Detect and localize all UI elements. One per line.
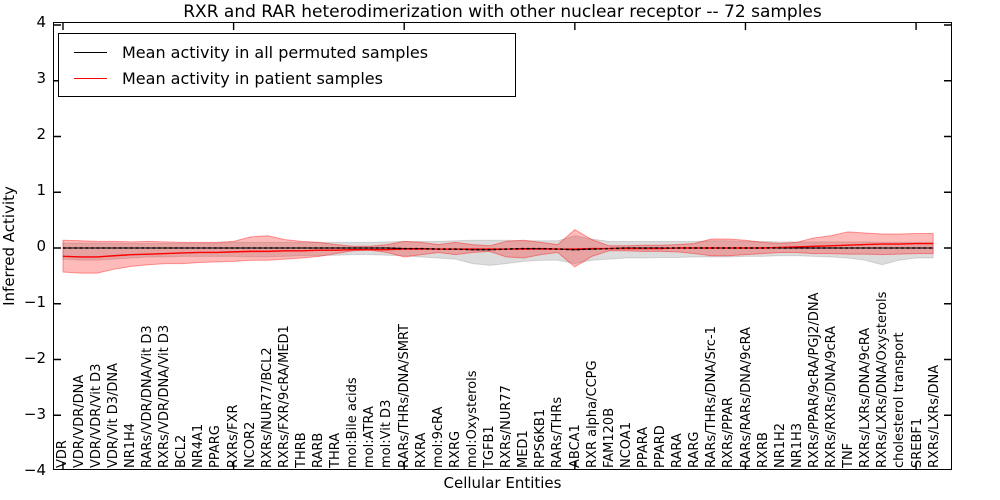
y-tick-label: 0 [36, 237, 46, 255]
y-tick-label: −4 [23, 461, 46, 479]
x-category-label: RXRs/FXR/9cRA/MED1 [276, 325, 292, 468]
x-category-label: mol:Bile acids [345, 377, 361, 468]
x-category-label: RXRs/LXRs/DNA/Oxysterols [875, 291, 891, 468]
x-category-label: cholesterol transport [892, 332, 908, 468]
x-category-label: THRA [328, 432, 344, 468]
y-tick-label: 2 [36, 125, 46, 143]
x-axis-title: Cellular Entities [443, 474, 562, 492]
x-category-label: FAM120B [601, 407, 617, 468]
y-tick-label: 4 [36, 13, 46, 31]
x-category-label: RARs/THRs/DNA/Src-1 [704, 326, 720, 468]
x-category-label: PPARG [208, 425, 224, 468]
x-category-label: PPARD [653, 425, 668, 468]
x-category-label: RXRs/LXRs/DNA/9cRA [858, 327, 874, 468]
x-category-label: mol:Oxysterols [464, 370, 480, 469]
legend-label-permuted: Mean activity in all permuted samples [122, 42, 429, 62]
x-category-label: SREBF1 [909, 417, 925, 468]
permuted-line-swatch [74, 51, 107, 53]
patient-line-swatch [74, 77, 107, 79]
x-category-label: NR4A1 [191, 423, 207, 468]
x-category-label: RXRs/PPAR/9cRA/PGJ2/DNA [806, 292, 822, 469]
chart-title: RXR and RAR heterodimerization with othe… [183, 2, 822, 22]
x-category-label: mol:ATRA [362, 406, 378, 468]
x-category-label: RARG [687, 431, 703, 468]
x-category-label: PPARA [635, 426, 651, 468]
x-category-label: RARA [670, 433, 686, 468]
x-category-label: NCOR2 [242, 421, 258, 468]
legend-item-permuted: Mean activity in all permuted samples [59, 43, 515, 62]
x-category-label: RXRs/PPAR [721, 397, 737, 468]
legend-label-patient: Mean activity in patient samples [122, 68, 383, 88]
legend-item-patient: Mean activity in patient samples [59, 69, 515, 88]
x-category-label: RARs/THRs [550, 396, 566, 468]
x-category-label: MED1 [516, 430, 532, 468]
y-tick-label: 3 [36, 69, 46, 87]
chart-canvas [54, 23, 951, 469]
legend: Mean activity in all permuted samples Me… [58, 33, 516, 97]
x-category-label: RXRs/NUR77 [499, 385, 515, 468]
x-category-label: NR1H3 [789, 422, 805, 468]
x-category-label: NCOA1 [618, 422, 634, 468]
x-category-label: TNF [841, 442, 857, 468]
x-category-label: RPS6KB1 [533, 408, 549, 468]
x-category-label: RXRs/LXRs/DNA [926, 364, 942, 468]
x-category-label: RARs/THRs/DNA/SMRT [396, 324, 412, 468]
x-category-label: RXR alpha/CCPG [584, 360, 600, 468]
x-category-label: RXRs/VDR/DNA/Vit D3 [157, 324, 173, 468]
x-category-label: VDR/Vit D3/DNA [105, 362, 121, 468]
x-category-label: VDR/VDR/DNA [71, 374, 87, 468]
x-category-label: NR1H4 [122, 422, 138, 468]
x-category-label: RARs/RARs/DNA/9cRA [738, 327, 754, 468]
x-category-label: VDR/VDR/Vit D3 [88, 363, 104, 468]
axis-ticks [54, 23, 951, 469]
x-category-label: TGFB1 [482, 425, 497, 468]
y-tick-label: −1 [23, 293, 46, 311]
x-category-label: RARs/VDR/DNA/Vit D3 [140, 325, 155, 468]
permuted-band [62, 235, 934, 266]
x-category-label: RXRs/FXR [225, 404, 241, 468]
x-category-label: mol:Vit D3 [379, 399, 395, 468]
y-tick-label: −3 [23, 405, 46, 423]
x-category-label: NR1H2 [772, 422, 788, 468]
y-tick-label: 1 [36, 181, 46, 199]
patient-band [62, 228, 934, 274]
x-category-label: RXRB [755, 432, 771, 468]
x-category-label: VDR [54, 440, 70, 468]
x-category-label: RXRG [447, 430, 463, 468]
y-tick-label: −2 [23, 349, 46, 367]
x-category-label: THRB [293, 432, 309, 468]
x-category-label: RARB [311, 432, 326, 468]
x-category-label: RXRs/NUR77/BCL2 [259, 347, 275, 468]
patient-mean-line [62, 242, 934, 258]
x-category-label: BCL2 [174, 434, 190, 468]
x-category-label: mol:9cRA [430, 406, 446, 468]
x-category-label: ABCA1 [567, 424, 583, 468]
x-category-label: RXRs/RXRs/DNA/9cRA [824, 325, 839, 468]
x-category-label: RXRA [413, 432, 429, 468]
